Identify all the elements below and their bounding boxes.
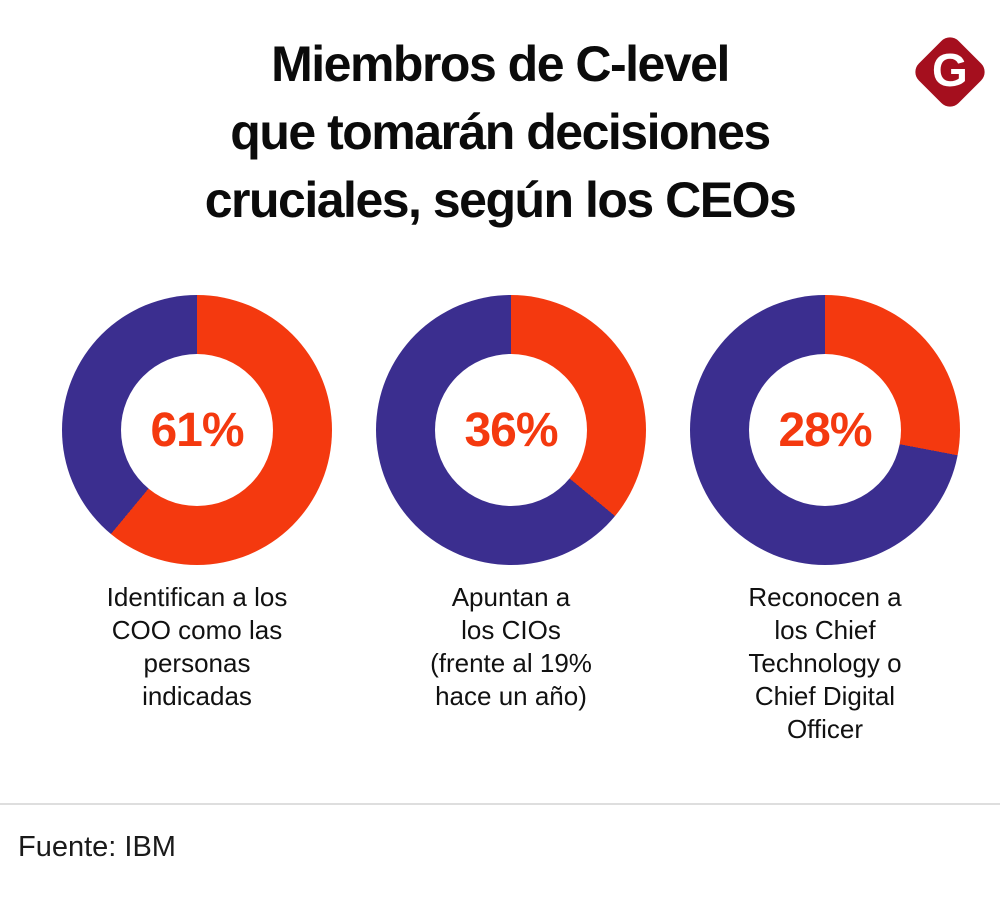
donut-percent-label: 36% [464, 403, 558, 457]
donut-caption-cio: Apuntan a los CIOs (frente al 19% hace u… [430, 582, 592, 711]
donut-charts-row: 61% Identifican a los COO como las perso… [0, 295, 1000, 746]
donut-hole: 28% [749, 354, 901, 506]
source-text: Fuente: IBM [18, 831, 176, 863]
donut-caption-cto-cdo: Reconocen a los Chief Technology o Chief… [748, 582, 902, 744]
donut-hole: 36% [435, 354, 587, 506]
chart-column-cio: 36% Apuntan a los CIOs (frente al 19% ha… [354, 295, 668, 746]
donut-percent-label: 61% [150, 403, 244, 457]
donut-caption-coo: Identifican a los COO como las personas … [106, 582, 288, 711]
donut-hole: 61% [121, 354, 273, 506]
brand-logo-letter: G [932, 44, 968, 96]
donut-percent-label: 28% [778, 403, 872, 457]
donut-chart-cio: 36% [376, 295, 646, 565]
chart-column-coo: 61% Identifican a los COO como las perso… [40, 295, 354, 746]
donut-chart-coo: 61% [62, 295, 332, 565]
header: Miembros de C-level que tomarán decision… [0, 0, 1000, 234]
chart-column-cto-cdo: 28% Reconocen a los Chief Technology o C… [668, 295, 982, 746]
donut-chart-cto-cdo: 28% [690, 295, 960, 565]
page-title: Miembros de C-level que tomarán decision… [204, 36, 797, 228]
footer: Fuente: IBM [0, 803, 1000, 864]
